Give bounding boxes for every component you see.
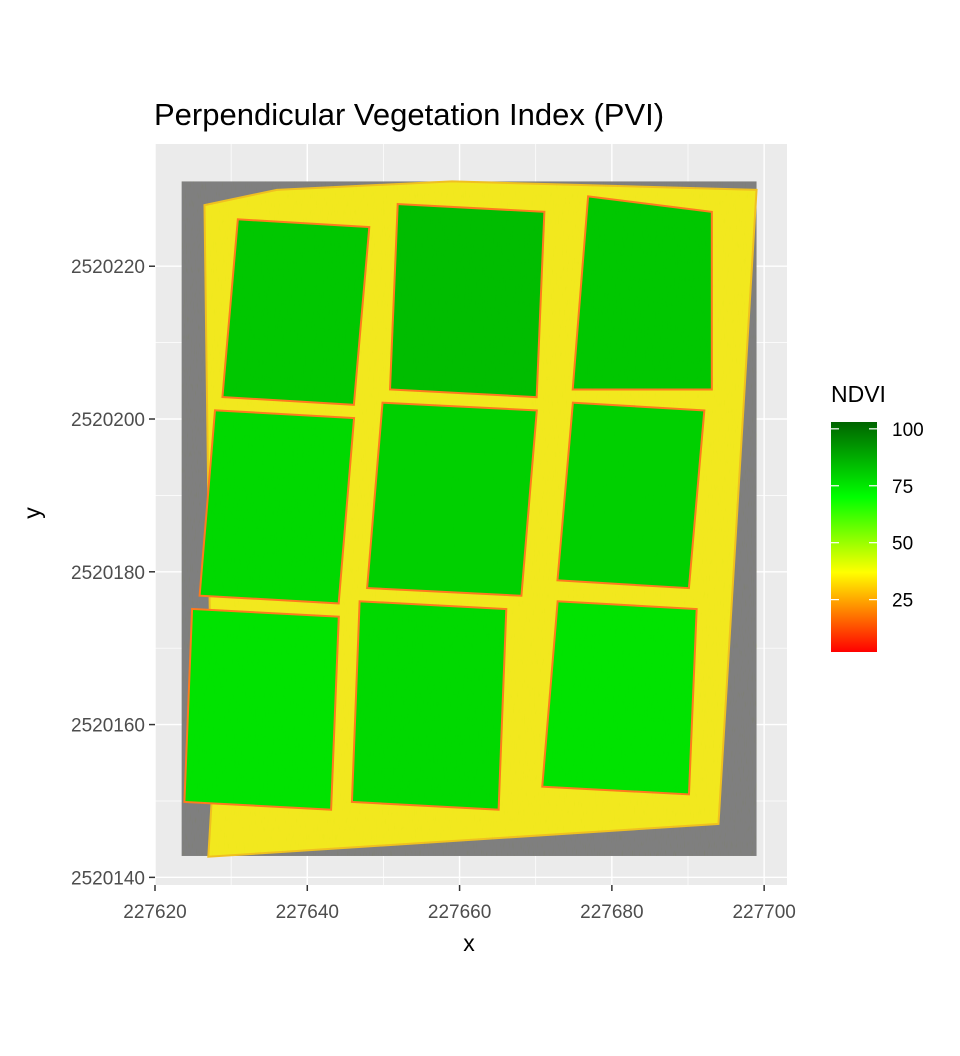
y-tick-label: 2520140 <box>71 868 145 889</box>
y-tick-label: 2520200 <box>71 410 145 431</box>
x-tick-label: 227700 <box>732 902 795 923</box>
legend-colorbar <box>831 422 877 652</box>
chart-title: Perpendicular Vegetation Index (PVI) <box>154 97 664 132</box>
x-tick-label: 227660 <box>428 902 491 923</box>
x-axis-title: x <box>463 930 475 956</box>
y-tick-label: 2520220 <box>71 257 145 278</box>
y-tick-label: 2520160 <box>71 716 145 737</box>
x-tick-label: 227680 <box>580 902 643 923</box>
raster-layer <box>182 181 757 856</box>
legend-label: 75 <box>892 477 913 498</box>
x-tick-label: 227640 <box>276 902 339 923</box>
raster-texture <box>182 181 757 856</box>
legend-label: 50 <box>892 534 913 555</box>
y-tick-label: 2520180 <box>71 563 145 584</box>
y-axis-title: y <box>19 507 45 519</box>
x-axis: 227620 227640 227660 227680 227700 <box>123 885 796 923</box>
legend: NDVI 100 75 50 25 <box>831 381 924 652</box>
y-axis: 2520140 2520160 2520180 2520200 2520220 <box>71 257 155 889</box>
legend-label: 25 <box>892 591 913 612</box>
legend-label: 100 <box>892 420 924 441</box>
legend-title: NDVI <box>831 381 886 407</box>
x-tick-label: 227620 <box>123 902 186 923</box>
